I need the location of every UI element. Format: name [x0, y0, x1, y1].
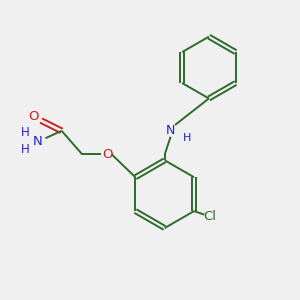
Text: N: N: [166, 124, 175, 137]
Text: Cl: Cl: [204, 211, 217, 224]
Text: H: H: [20, 126, 29, 139]
Text: O: O: [102, 148, 112, 161]
Text: H: H: [20, 143, 29, 157]
Text: H: H: [183, 133, 191, 143]
Text: O: O: [28, 110, 39, 123]
Text: N: N: [33, 135, 43, 148]
